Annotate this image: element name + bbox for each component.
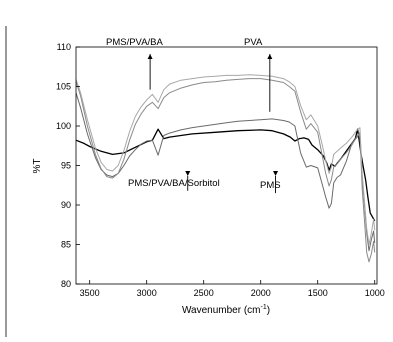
annotation-layer: PMS/PVA/BA PVA PMS/PVA/BA/Sorbitol PMS <box>106 37 281 194</box>
x-axis-label-main: Wavenumber (cm <box>182 305 261 316</box>
x-axis-label: Wavenumber (cm-1) <box>182 304 270 316</box>
x-axis-label-end: ) <box>267 305 270 316</box>
annotation-label: PMS/PVA/BA/Sorbitol <box>128 178 220 189</box>
annotation-arrow-head <box>267 54 273 59</box>
series-line-1 <box>76 128 376 222</box>
x-axis-label-sup: -1 <box>260 304 266 311</box>
y-tick-label: 105 <box>56 82 71 92</box>
tick-layer: 3500 3000 2500 2000 1500 1000 80 85 90 95 100 105 11… <box>56 42 385 298</box>
y-axis-label: %T <box>32 159 43 174</box>
x-tick-label: 2500 <box>194 288 214 298</box>
y-tick-label: 100 <box>56 121 71 131</box>
annotation-label: PMS <box>260 180 281 191</box>
annotation-label: PVA <box>244 37 263 48</box>
y-tick-label: 80 <box>61 279 71 289</box>
annotation-label: PMS/PVA/BA <box>106 37 164 48</box>
x-tick-label: 3000 <box>137 288 157 298</box>
series-line-3 <box>76 78 376 263</box>
series-line-4 <box>76 74 376 245</box>
x-tick-label: 1500 <box>308 288 328 298</box>
x-tick-label: 2000 <box>251 288 271 298</box>
y-tick-label: 95 <box>61 161 71 171</box>
y-tick-label: 85 <box>61 240 71 250</box>
x-tick-label: 1000 <box>365 288 385 298</box>
y-tick-label: 110 <box>57 42 71 52</box>
series-layer <box>76 74 376 263</box>
y-tick-label: 90 <box>61 200 71 210</box>
annotation-arrow-head <box>185 171 191 176</box>
annotation-arrow-head <box>147 54 153 59</box>
annotation-arrow-head <box>273 171 279 176</box>
x-tick-label: 3500 <box>80 288 100 298</box>
